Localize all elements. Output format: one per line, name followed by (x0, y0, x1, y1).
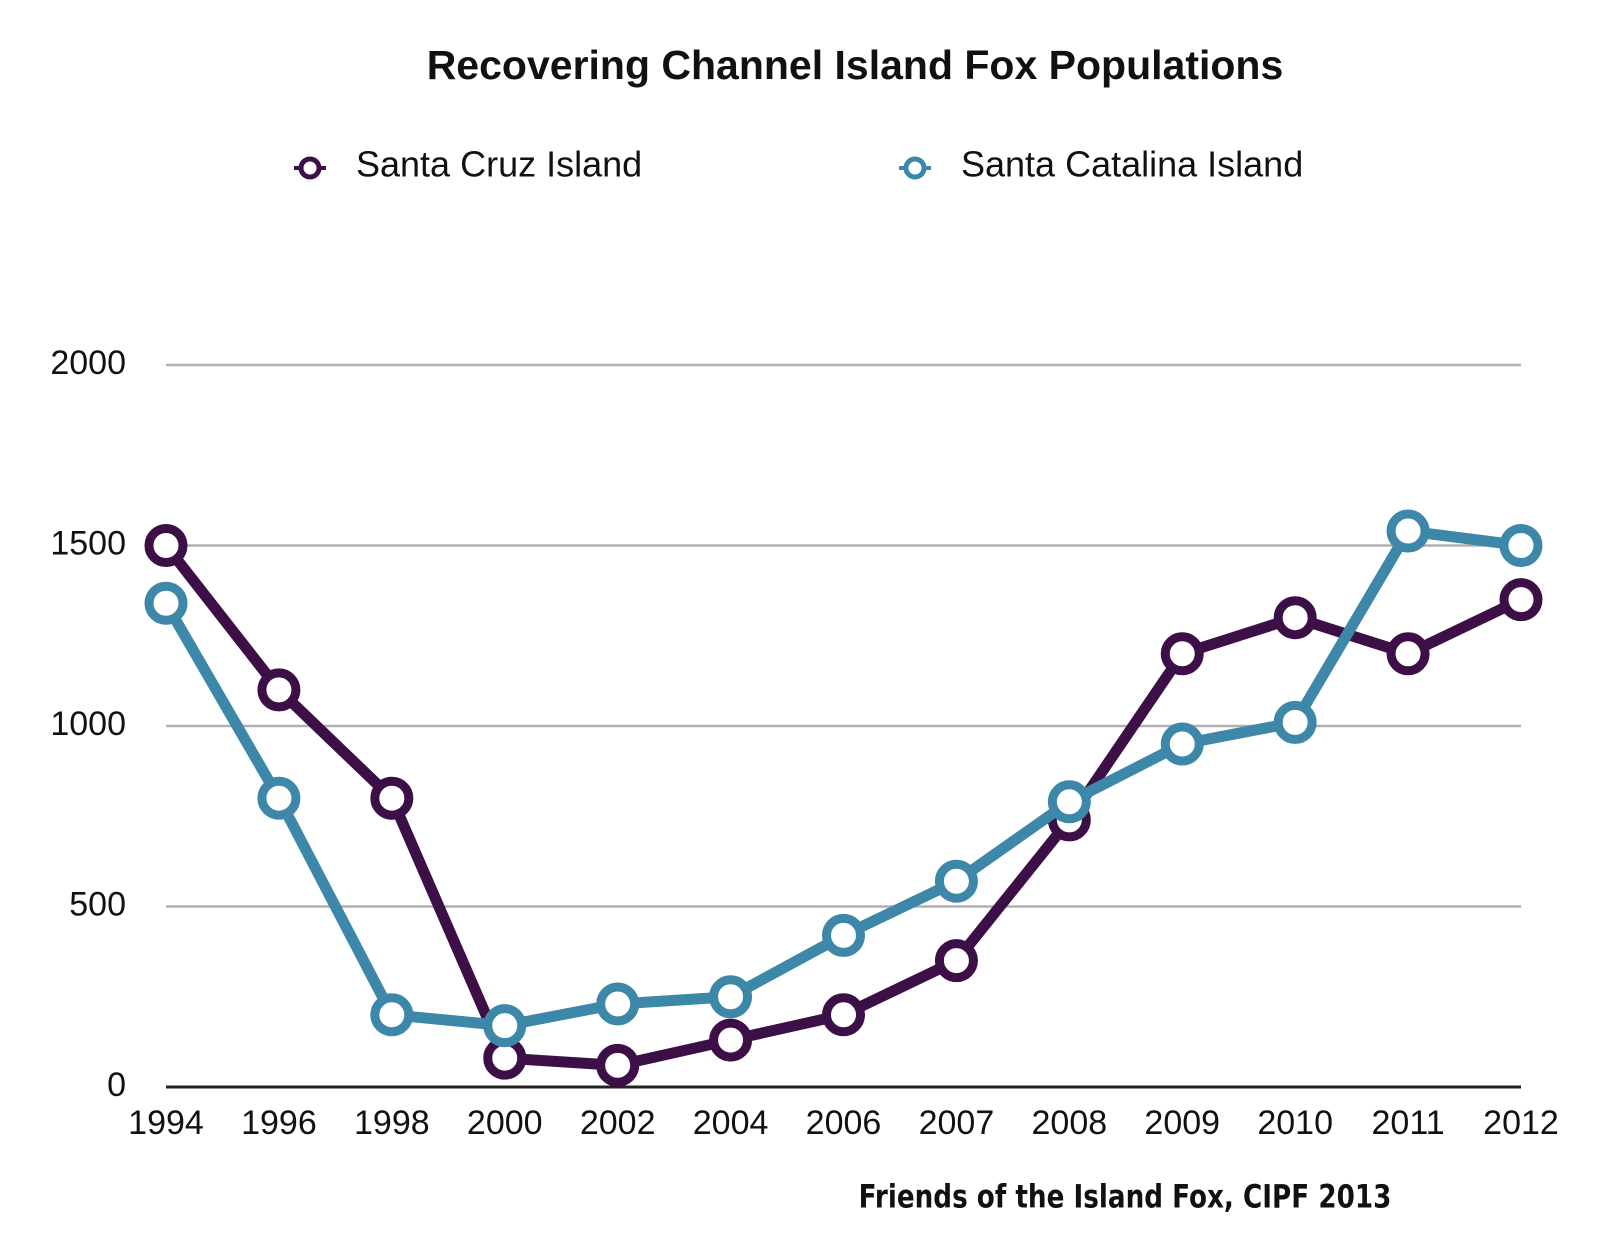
legend-label: Santa Cruz Island (356, 144, 642, 185)
x-tick-label: 2007 (919, 1104, 995, 1142)
data-point (709, 975, 753, 1019)
data-point (709, 1018, 753, 1062)
data-point (257, 776, 301, 820)
x-tick-label: 2012 (1483, 1104, 1559, 1142)
data-point (1160, 722, 1204, 766)
x-tick-label: 2009 (1144, 1104, 1220, 1142)
legend-swatch (298, 156, 322, 180)
data-point (822, 993, 865, 1037)
data-point (934, 939, 978, 983)
legend-label: Santa Catalina Island (961, 144, 1303, 185)
data-point (1499, 524, 1543, 567)
series-line (161, 542, 1524, 1071)
data-point (1047, 780, 1091, 824)
data-point (370, 776, 414, 820)
data-point (1499, 578, 1543, 622)
y-tick-label: 2000 (50, 344, 126, 382)
data-point (144, 581, 188, 625)
data-point (483, 1004, 527, 1048)
x-tick-label: 1994 (128, 1104, 204, 1142)
y-tick-label: 1000 (50, 705, 126, 743)
data-point (1273, 700, 1317, 744)
data-point (1386, 632, 1430, 676)
legend-swatch (903, 156, 927, 180)
x-tick-label: 2004 (693, 1104, 769, 1142)
y-tick-label: 500 (69, 885, 126, 923)
data-point (1160, 632, 1204, 676)
x-tick-label: 2006 (806, 1104, 882, 1142)
data-point (370, 993, 414, 1037)
x-tick-label: 1996 (241, 1104, 317, 1142)
data-point (934, 859, 978, 903)
data-point (1273, 596, 1317, 640)
x-tick-label: 2002 (580, 1104, 656, 1142)
y-tick-label: 1500 (50, 524, 126, 562)
data-point (822, 913, 865, 957)
data-point (257, 668, 301, 712)
chart-title: Recovering Channel Island Fox Population… (427, 42, 1284, 88)
y-tick-label: 0 (107, 1066, 126, 1104)
x-tick-label: 2008 (1032, 1104, 1108, 1142)
x-tick-label: 1998 (354, 1104, 430, 1142)
x-tick-label: 2000 (467, 1104, 543, 1142)
data-point (596, 1043, 640, 1087)
data-point (596, 982, 640, 1026)
data-point (144, 524, 188, 567)
data-point (1386, 509, 1430, 553)
x-tick-label: 2010 (1257, 1104, 1333, 1142)
source-note: Friends of the Island Fox, CIPF 2013 (859, 1178, 1392, 1215)
x-tick-label: 2011 (1372, 1104, 1445, 1142)
